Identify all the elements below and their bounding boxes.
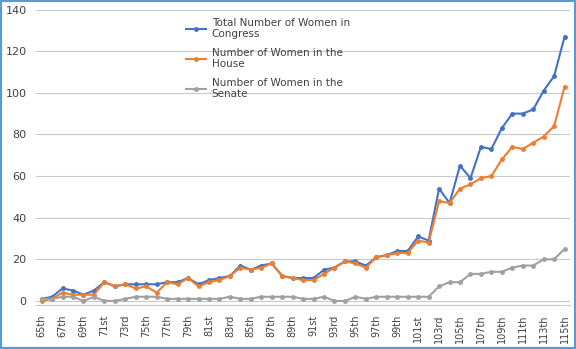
Total Number of Women in
Congress [206, 278, 213, 282]
Number of Women in the
House [561, 84, 568, 89]
Number of Women in the
Senate [164, 297, 170, 301]
Number of Women in the
Senate [206, 297, 213, 301]
Number of Women in the
House [384, 253, 391, 257]
Number of Women in the
Senate [216, 297, 223, 301]
Number of Women in the
House [206, 280, 213, 284]
Line: Number of Women in the
Senate: Number of Women in the Senate [39, 246, 567, 303]
Number of Women in the
House [551, 124, 558, 128]
Total Number of Women in
Congress [551, 74, 558, 78]
Legend: Total Number of Women in
Congress, Number of Women in the
House, Number of Women: Total Number of Women in Congress, Numbe… [185, 18, 350, 99]
Total Number of Women in
Congress [561, 35, 568, 39]
Number of Women in the
Senate [551, 257, 558, 261]
Number of Women in the
Senate [38, 297, 45, 301]
Number of Women in the
Senate [425, 295, 432, 299]
Number of Women in the
Senate [80, 299, 87, 303]
Number of Women in the
House [153, 290, 160, 295]
Total Number of Women in
Congress [195, 282, 202, 287]
Line: Number of Women in the
House: Number of Women in the House [39, 84, 567, 303]
Line: Total Number of Women in
Congress: Total Number of Women in Congress [39, 34, 567, 301]
Number of Women in the
House [415, 238, 422, 243]
Number of Women in the
House [38, 299, 45, 303]
Number of Women in the
Senate [561, 247, 568, 251]
Number of Women in the
Senate [394, 295, 401, 299]
Total Number of Women in
Congress [38, 297, 45, 301]
Total Number of Women in
Congress [415, 234, 422, 238]
Total Number of Women in
Congress [153, 282, 160, 287]
Total Number of Women in
Congress [384, 253, 391, 257]
Number of Women in the
House [195, 284, 202, 289]
